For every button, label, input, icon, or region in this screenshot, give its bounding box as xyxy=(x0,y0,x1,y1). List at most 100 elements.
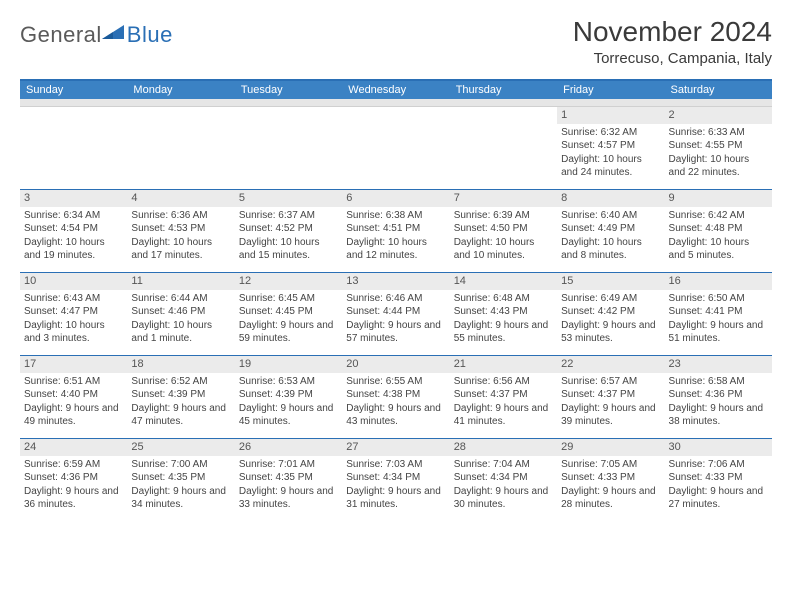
day-cell: 5Sunrise: 6:37 AMSunset: 4:52 PMDaylight… xyxy=(235,190,342,272)
day-number: 5 xyxy=(235,190,342,207)
day-header: Wednesday xyxy=(342,81,449,99)
sunrise-line: Sunrise: 7:00 AM xyxy=(131,458,230,472)
day-number: 13 xyxy=(342,273,449,290)
daylight-line: Daylight: 9 hours and 34 minutes. xyxy=(131,485,230,512)
day-cell: 19Sunrise: 6:53 AMSunset: 4:39 PMDayligh… xyxy=(235,356,342,438)
sunrise-line: Sunrise: 6:36 AM xyxy=(131,209,230,223)
sunrise-line: Sunrise: 6:34 AM xyxy=(24,209,123,223)
day-number: 1 xyxy=(557,107,664,124)
day-cell: 18 Sunrise: 6:52 AMSunset: 4:39 PMDayligh… xyxy=(127,356,234,438)
week-row: 17 Sunrise: 6:51 AMSunset: 4:40 PM Dayligh… xyxy=(20,355,772,438)
day-number: 24 xyxy=(20,439,127,456)
daylight-line: Daylight: 10 hours and 17 minutes. xyxy=(131,236,230,263)
day-number: 18 xyxy=(127,356,234,373)
sunrise-line: Sunrise: 6:57 AM xyxy=(561,375,660,389)
daylight-line: Daylight: 9 hours and 28 minutes. xyxy=(561,485,660,512)
sunset-line: Sunset: 4:34 PM xyxy=(454,471,553,485)
sunrise-line: Sunrise: 7:03 AM xyxy=(346,458,445,472)
daylight-line: Daylight: 9 hours and 27 minutes. xyxy=(669,485,768,512)
sunrise-line: Sunrise: 6:44 AM xyxy=(131,292,230,306)
day-header: Friday xyxy=(557,81,664,99)
day-cell: 12Sunrise: 6:45 AMSunset: 4:45 PMDayligh… xyxy=(235,273,342,355)
title-block: November 2024 Torrecuso, Campania, Italy xyxy=(573,16,772,67)
sunset-line: Sunset: 4:36 PM xyxy=(24,471,123,485)
day-number: 20 xyxy=(342,356,449,373)
daylight-line: Daylight: 10 hours and 10 minutes. xyxy=(454,236,553,263)
sunset-line: Sunset: 4:48 PM xyxy=(669,222,768,236)
sunset-line: Sunset: 4:46 PM xyxy=(131,305,230,319)
subheader-strip xyxy=(20,99,772,107)
daylight-line: Daylight: 9 hours and 59 minutes. xyxy=(239,319,338,346)
sunset-line: Sunset: 4:50 PM xyxy=(454,222,553,236)
day-header: Monday xyxy=(127,81,234,99)
daylight-line: Daylight: 10 hours and 1 minute. xyxy=(131,319,230,346)
sunrise-line: Sunrise: 7:06 AM xyxy=(669,458,768,472)
day-cell: 11Sunrise: 6:44 AMSunset: 4:46 PMDayligh… xyxy=(127,273,234,355)
day-cell xyxy=(450,107,557,189)
sunrise-line: Sunrise: 6:58 AM xyxy=(669,375,768,389)
daylight-line: Daylight: 10 hours and 22 minutes. xyxy=(669,153,768,180)
daylight-line: Daylight: 9 hours and 45 minutes. xyxy=(239,402,338,429)
sunset-line: Sunset: 4:47 PM xyxy=(24,305,123,319)
sunset-line: Sunset: 4:52 PM xyxy=(239,222,338,236)
sunrise-line: Sunrise: 6:51 AM xyxy=(24,375,123,389)
sunrise-line: Sunrise: 6:42 AM xyxy=(669,209,768,223)
sunset-line: Sunset: 4:39 PM xyxy=(239,388,338,402)
sunset-line: Sunset: 4:57 PM xyxy=(561,139,660,153)
daylight-line: Daylight: 9 hours and 51 minutes. xyxy=(669,319,768,346)
daylight-line: Daylight: 9 hours and 47 minutes. xyxy=(131,402,230,429)
sunrise-line: Sunrise: 7:01 AM xyxy=(239,458,338,472)
day-cell: 14Sunrise: 6:48 AMSunset: 4:43 PMDayligh… xyxy=(450,273,557,355)
day-cell: 22Sunrise: 6:57 AMSunset: 4:37 PMDayligh… xyxy=(557,356,664,438)
sunset-line: Sunset: 4:35 PM xyxy=(239,471,338,485)
sunrise-line: Sunrise: 7:05 AM xyxy=(561,458,660,472)
day-number: 10 xyxy=(20,273,127,290)
week-row: 10Sunrise: 6:43 AMSunset: 4:47 PMDayligh… xyxy=(20,272,772,355)
logo-triangle-icon xyxy=(102,23,124,46)
day-number: 17 xyxy=(20,356,127,373)
header: General Blue November 2024 Torrecuso, Ca… xyxy=(20,16,772,67)
sunset-line: Sunset: 4:39 PM xyxy=(131,388,230,402)
day-number: 3 xyxy=(20,190,127,207)
day-number: 12 xyxy=(235,273,342,290)
day-number: 19 xyxy=(235,356,342,373)
sunset-line: Sunset: 4:49 PM xyxy=(561,222,660,236)
daylight-line: Daylight: 9 hours and 55 minutes. xyxy=(454,319,553,346)
day-header: Sunday xyxy=(20,81,127,99)
day-cell: 15Sunrise: 6:49 AMSunset: 4:42 PMDayligh… xyxy=(557,273,664,355)
day-cell: 23Sunrise: 6:58 AMSunset: 4:36 PMDayligh… xyxy=(665,356,772,438)
daylight-line: Daylight: 10 hours and 24 minutes. xyxy=(561,153,660,180)
sunset-line: Sunset: 4:53 PM xyxy=(131,222,230,236)
sunrise-line: Sunrise: 6:52 AM xyxy=(131,375,230,389)
calendar: SundayMondayTuesdayWednesdayThursdayFrid… xyxy=(20,79,772,521)
sunrise-line: Sunrise: 6:39 AM xyxy=(454,209,553,223)
daylight-line: Daylight: 10 hours and 3 minutes. xyxy=(24,319,123,346)
sunset-line: Sunset: 4:33 PM xyxy=(669,471,768,485)
day-cell: 7Sunrise: 6:39 AMSunset: 4:50 PMDaylight… xyxy=(450,190,557,272)
day-cell: 25Sunrise: 7:00 AMSunset: 4:35 PMDayligh… xyxy=(127,439,234,521)
daylight-line: Daylight: 9 hours and 57 minutes. xyxy=(346,319,445,346)
day-cell: 9Sunrise: 6:42 AMSunset: 4:48 PMDaylight… xyxy=(665,190,772,272)
day-cell: 17Sunrise: 6:51 AMSunset: 4:40 PMDayligh… xyxy=(20,356,127,438)
day-cell: 4Sunrise: 6:36 AMSunset: 4:53 PMDaylight… xyxy=(127,190,234,272)
day-cell xyxy=(20,107,127,189)
day-number: 2 xyxy=(665,107,772,124)
day-number: 25 xyxy=(127,439,234,456)
week-row: 3Sunrise: 6:34 AMSunset: 4:54 PMDaylight… xyxy=(20,189,772,272)
sunset-line: Sunset: 4:40 PM xyxy=(24,388,123,402)
day-number: 26 xyxy=(235,439,342,456)
day-cell xyxy=(342,107,449,189)
daylight-line: Daylight: 9 hours and 31 minutes. xyxy=(346,485,445,512)
sunset-line: Sunset: 4:42 PM xyxy=(561,305,660,319)
week-row: 1Sunrise: 6:32 AMSunset: 4:57 PMDaylight… xyxy=(20,107,772,189)
day-cell: 2Sunrise: 6:33 AMSunset: 4:55 PMDaylight… xyxy=(665,107,772,189)
sunset-line: Sunset: 4:34 PM xyxy=(346,471,445,485)
day-number: 23 xyxy=(665,356,772,373)
sunrise-line: Sunrise: 6:55 AM xyxy=(346,375,445,389)
day-cell: 26Sunrise: 7:01 AMSunset: 4:35 PMDayligh… xyxy=(235,439,342,521)
sunset-line: Sunset: 4:36 PM xyxy=(669,388,768,402)
daylight-line: Daylight: 10 hours and 5 minutes. xyxy=(669,236,768,263)
day-cell: 21Sunrise: 6:56 AMSunset: 4:37 PMDayligh… xyxy=(450,356,557,438)
day-cell: 20Sunrise: 6:55 AMSunset: 4:38 PMDayligh… xyxy=(342,356,449,438)
page-title: November 2024 xyxy=(573,16,772,48)
